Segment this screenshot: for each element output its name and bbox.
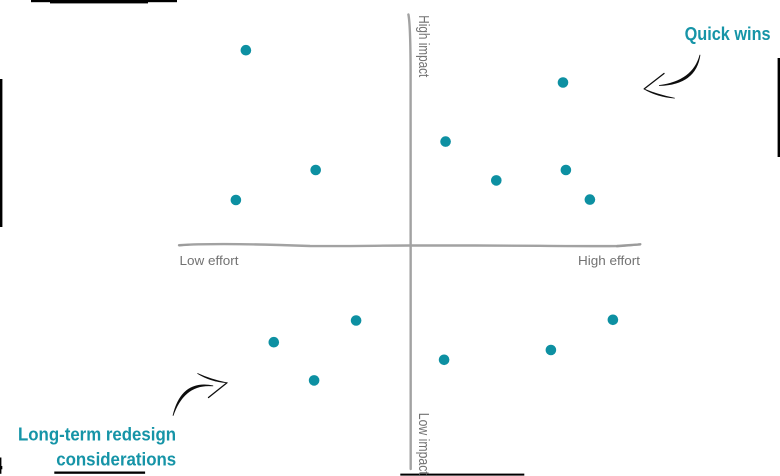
- svg-text:High impact: High impact: [415, 15, 431, 77]
- svg-text:Long-term redesign: Long-term redesign: [18, 425, 176, 445]
- svg-text:Low effort: Low effort: [180, 253, 239, 268]
- svg-text:considerations: considerations: [56, 450, 176, 470]
- svg-text:Low impact: Low impact: [415, 413, 431, 475]
- svg-text:High effort: High effort: [578, 253, 640, 268]
- svg-text:Quick wins: Quick wins: [685, 24, 771, 44]
